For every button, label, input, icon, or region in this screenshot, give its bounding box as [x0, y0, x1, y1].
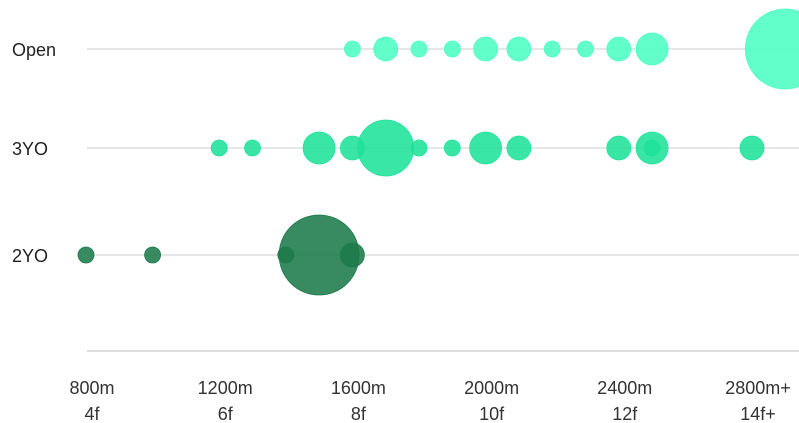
x-tick-sublabel: 8f: [351, 404, 367, 423]
row-labels: Open 3YO 2YO: [12, 40, 56, 266]
bubble-open: [577, 40, 594, 58]
bubble-3yo: [643, 139, 661, 157]
bubble-open: [473, 36, 499, 62]
bubble-3yo: [339, 135, 365, 161]
bubble-open: [543, 40, 561, 58]
bubble-3yo: [357, 119, 415, 177]
bubble-open: [635, 32, 669, 66]
bubbles: [77, 8, 799, 296]
x-tick-label: 1200m: [198, 378, 253, 398]
bubble-3yo: [739, 135, 765, 161]
row-label-2yo: 2YO: [12, 246, 48, 266]
bubble-3yo: [210, 139, 228, 157]
x-tick-label: 2000m: [464, 378, 519, 398]
bubble-2yo: [77, 246, 95, 264]
x-tick-sublabel: 10f: [479, 404, 505, 423]
bubble-3yo: [410, 139, 428, 157]
bubble-open: [443, 40, 461, 58]
bubble-open: [373, 36, 399, 62]
x-tick-sublabel: 14f+: [740, 404, 776, 423]
bubble-3yo: [443, 139, 461, 157]
x-tick-sublabel: 12f: [612, 404, 638, 423]
x-tick-label: 2400m: [597, 378, 652, 398]
x-tick-label: 1600m: [331, 378, 386, 398]
bubble-open: [744, 8, 799, 90]
row-label-3yo: 3YO: [12, 139, 48, 159]
bubble-2yo: [277, 246, 295, 264]
x-tick-sublabel: 6f: [218, 404, 234, 423]
bubble-open: [410, 40, 428, 58]
bubble-2yo: [339, 242, 365, 268]
x-tick-label: 2800m+: [725, 378, 791, 398]
bubble-2yo: [144, 246, 162, 264]
bubble-open: [506, 36, 532, 62]
bubble-open: [606, 36, 632, 62]
row-lines: [87, 48, 799, 256]
bubble-3yo: [244, 139, 261, 157]
x-tick-labels: 800m 4f 1200m 6f 1600m 8f 2000m 10f 2400m 12f 2800…: [69, 378, 790, 423]
bubble-open: [343, 40, 361, 58]
bubble-3yo: [506, 135, 532, 161]
bubble-3yo: [469, 131, 503, 165]
x-tick-sublabel: 4f: [84, 404, 100, 423]
row-label-open: Open: [12, 40, 56, 60]
x-tick-label: 800m: [69, 378, 114, 398]
bubble-3yo: [302, 131, 336, 165]
bubble-3yo: [606, 135, 632, 161]
